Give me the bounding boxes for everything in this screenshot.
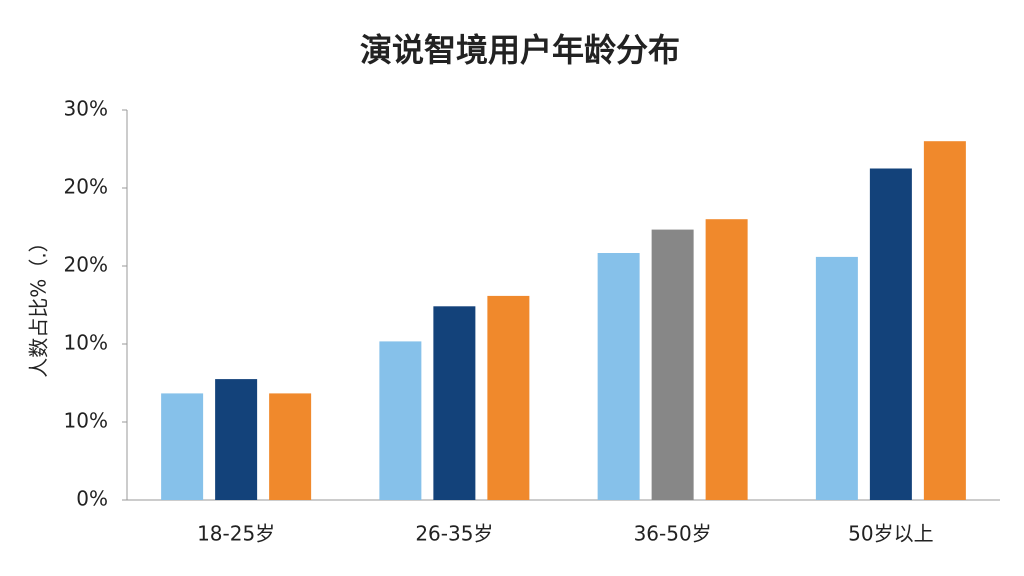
bar: [869, 168, 912, 500]
bar: [651, 229, 694, 500]
y-tick-label: 30%: [64, 97, 108, 121]
bar: [705, 219, 748, 500]
bar: [433, 306, 476, 500]
bar: [597, 253, 640, 500]
bar: [215, 379, 258, 500]
y-tick-label: 10%: [64, 331, 108, 355]
x-tick-label: 18-25岁: [197, 522, 275, 546]
bar: [161, 393, 204, 500]
y-tick-label: 10%: [64, 409, 108, 433]
bar: [815, 256, 858, 500]
x-tick-label: 26-35岁: [415, 522, 493, 546]
x-tick-label: 36-50岁: [634, 522, 712, 546]
bar: [269, 393, 312, 500]
chart-title: 演说智境用户年龄分布: [360, 31, 680, 69]
bar: [487, 295, 530, 500]
y-tick-label: 0%: [76, 487, 108, 511]
bar: [923, 141, 966, 500]
bar: [379, 341, 422, 500]
y-axis-label: 人数占比%（.）: [27, 232, 51, 377]
y-tick-label: 20%: [64, 253, 108, 277]
x-tick-label: 50岁以上: [848, 522, 933, 546]
y-tick-label: 20%: [64, 175, 108, 199]
